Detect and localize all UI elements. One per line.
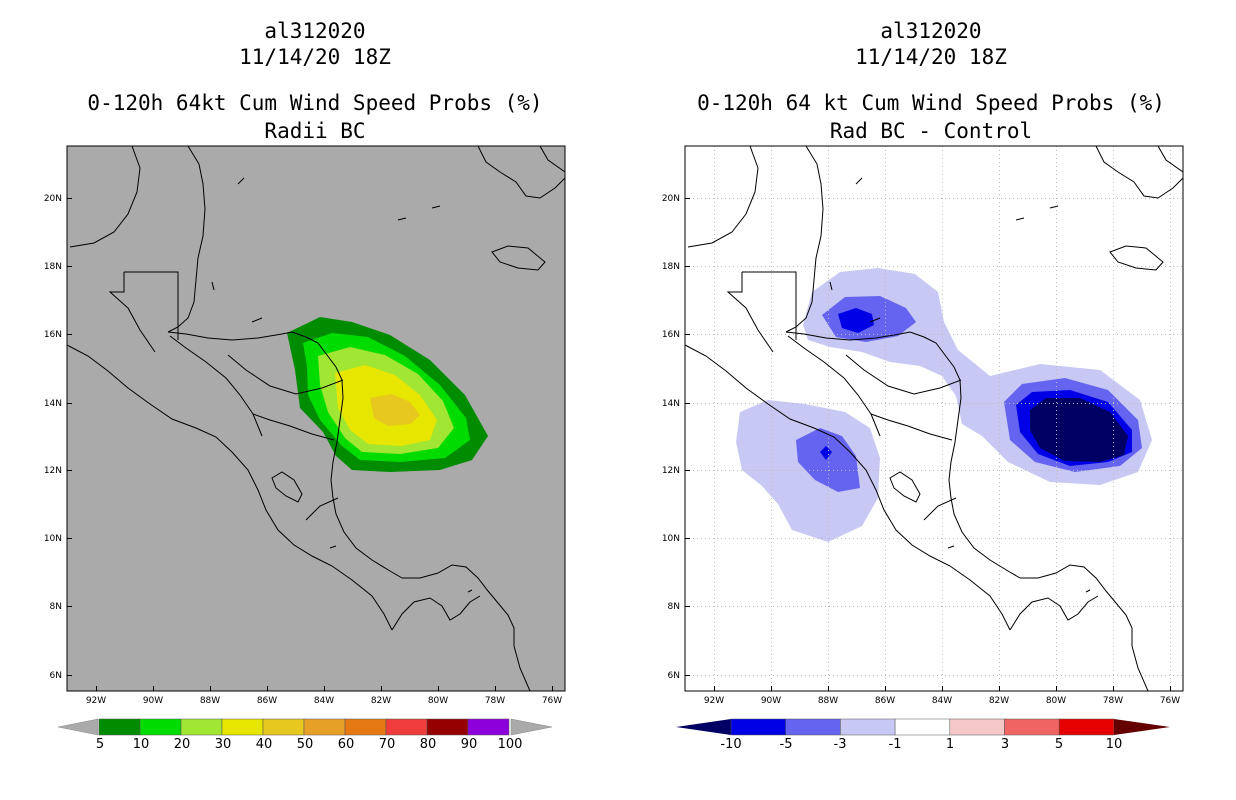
lat-label: 10N	[44, 534, 62, 544]
colorbar-swatch	[785, 718, 841, 736]
colorbar-swatch	[1004, 718, 1060, 736]
right-lon-labels: 92W 90W 88W 86W 84W 82W 80W 78W 76W	[704, 696, 1180, 706]
right-colorbar	[676, 718, 1170, 736]
lon-label: 76W	[542, 696, 562, 706]
lon-label: 82W	[371, 696, 391, 706]
lat-label: 18N	[662, 262, 680, 272]
colorbar-swatch	[1058, 718, 1115, 736]
right-storm-id: al312020	[880, 19, 982, 43]
lon-label: 92W	[86, 696, 106, 706]
colorbar-swatch	[385, 718, 428, 736]
lon-label: 92W	[704, 696, 724, 706]
left-lon-labels: 92W 90W 88W 86W 84W 82W 80W 78W 76W	[86, 696, 562, 706]
left-colorbar-label: 90	[460, 737, 478, 752]
lat-label: 10N	[662, 534, 680, 544]
lon-label: 84W	[314, 696, 334, 706]
lon-label: 84W	[932, 696, 952, 706]
lat-label: 16N	[662, 330, 680, 340]
colorbar-swatch	[344, 718, 387, 736]
lat-label: 14N	[44, 399, 62, 409]
lon-label: 86W	[875, 696, 895, 706]
lat-label: 20N	[662, 194, 680, 204]
lon-label: 80W	[1046, 696, 1066, 706]
colorbar-swatch	[262, 718, 305, 736]
right-subtitle: Rad BC - Control	[829, 119, 1033, 143]
left-colorbar-label: 70	[378, 737, 396, 752]
left-prob-contours	[287, 317, 488, 472]
right-colorbar-label: 3	[1000, 737, 1010, 752]
left-colorbar-label: 60	[337, 737, 355, 752]
left-storm-id: al312020	[264, 19, 366, 43]
lat-label: 16N	[44, 330, 62, 340]
lat-label: 14N	[662, 399, 680, 409]
left-colorbar-label: 10	[132, 737, 150, 752]
colorbar-swatch	[894, 718, 951, 736]
lat-label: 6N	[50, 671, 62, 681]
lat-label: 8N	[668, 602, 680, 612]
right-colorbar-label: -3	[833, 737, 847, 752]
right-colorbar-label: 10	[1105, 737, 1123, 752]
lon-label: 90W	[143, 696, 163, 706]
colorbar-over-arrow	[510, 718, 553, 736]
left-title: 0-120h 64kt Cum Wind Speed Probs (%)	[87, 91, 543, 115]
lat-label: 12N	[662, 466, 680, 476]
left-map	[66, 145, 566, 692]
colorbar-swatch	[426, 718, 469, 736]
right-map	[684, 145, 1184, 692]
lon-label: 78W	[485, 696, 505, 706]
left-colorbar-label: 100	[497, 737, 523, 752]
right-colorbar-label: -10	[720, 737, 742, 752]
colorbar-swatch	[98, 718, 141, 736]
lat-label: 18N	[44, 262, 62, 272]
right-colorbar-label: 1	[945, 737, 955, 752]
colorbar-swatch	[730, 718, 786, 736]
left-datetime: 11/14/20 18Z	[239, 45, 391, 69]
colorbar-swatch	[467, 718, 510, 736]
lon-label: 82W	[989, 696, 1009, 706]
colorbar-swatch	[303, 718, 346, 736]
lon-label: 76W	[1160, 696, 1180, 706]
lon-label: 80W	[428, 696, 448, 706]
left-colorbar-label: 30	[214, 737, 232, 752]
colorbar-swatch	[840, 718, 896, 736]
colorbar-under-arrow	[676, 719, 731, 735]
colorbar-swatch	[180, 718, 223, 736]
colorbar-swatch	[221, 718, 264, 736]
lat-label: 6N	[668, 671, 680, 681]
left-subtitle: Radii BC	[264, 119, 366, 143]
colorbar-over-arrow	[1114, 719, 1170, 735]
right-diff-contours	[736, 268, 1152, 542]
lon-label: 88W	[200, 696, 220, 706]
right-lat-labels: 20N 18N 16N 14N 12N 10N 8N 6N	[662, 194, 680, 681]
right-title: 0-120h 64 kt Cum Wind Speed Probs (%)	[697, 91, 1165, 115]
colorbar-under-arrow	[57, 718, 99, 736]
lon-label: 78W	[1103, 696, 1123, 706]
lon-label: 90W	[761, 696, 781, 706]
right-colorbar-label: -5	[779, 737, 793, 752]
lat-label: 8N	[50, 602, 62, 612]
left-colorbar-label: 20	[173, 737, 191, 752]
left-lat-labels: 20N 18N 16N 14N 12N 10N 8N 6N	[44, 194, 62, 681]
right-datetime: 11/14/20 18Z	[855, 45, 1007, 69]
colorbar-swatch	[139, 718, 182, 736]
left-colorbar-label: 5	[95, 737, 105, 752]
lat-label: 20N	[44, 194, 62, 204]
lat-label: 12N	[44, 466, 62, 476]
lon-label: 86W	[257, 696, 277, 706]
left-colorbar-label: 80	[419, 737, 437, 752]
right-colorbar-label: -1	[888, 737, 902, 752]
colorbar-swatch	[949, 718, 1005, 736]
left-colorbar	[57, 718, 553, 736]
lon-label: 88W	[818, 696, 838, 706]
left-colorbar-label: 40	[255, 737, 273, 752]
right-colorbar-label: 5	[1054, 737, 1064, 752]
left-colorbar-label: 50	[296, 737, 314, 752]
